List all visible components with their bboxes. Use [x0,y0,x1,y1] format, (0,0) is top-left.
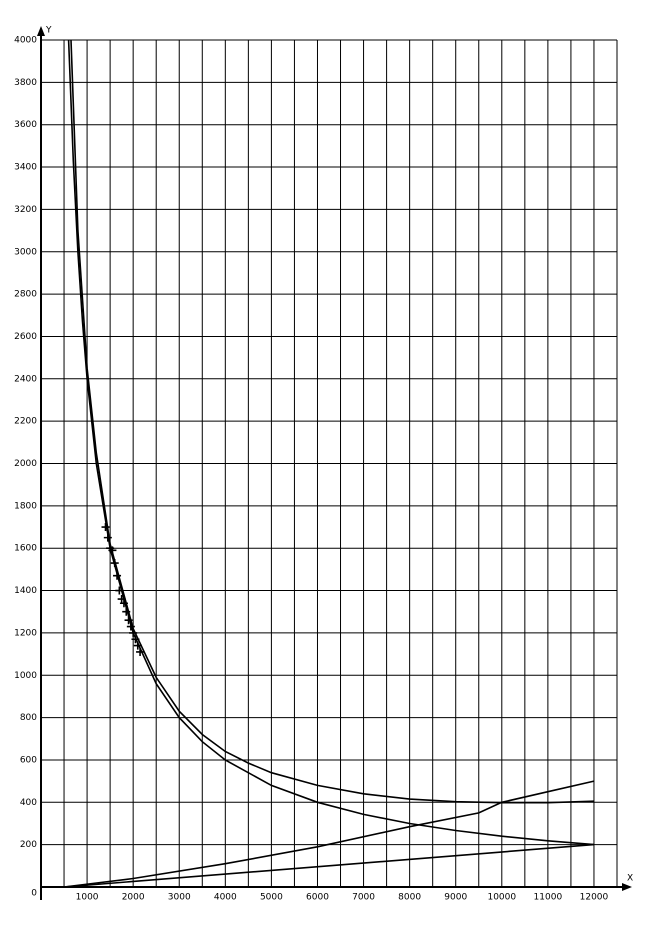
y-tick-label: 2000 [14,459,37,469]
x-tick-label: 3000 [168,893,191,903]
y-axis-arrow [37,26,45,36]
curve [70,39,595,804]
point-marker [126,622,135,631]
x-axis-arrow [622,883,632,891]
y-axis-label: Y [45,26,52,36]
x-tick-label: 4000 [214,893,237,903]
x-tick-label: 2000 [122,893,145,903]
y-tick-label: 3600 [14,120,37,130]
point-marker [117,595,126,604]
point-marker [113,571,122,580]
x-tick-label: 12000 [580,893,609,903]
x-tick-label: 11000 [534,893,563,903]
y-tick-label: 400 [20,798,37,808]
point-marker [124,616,133,625]
y-tick-label: 2600 [14,332,37,342]
y-tick-label: 1200 [14,628,37,638]
point-marker [136,647,145,656]
y-tick-label: 2400 [14,374,37,384]
curve [63,780,595,888]
point-marker [129,628,138,637]
x-tick-label: 6000 [306,893,329,903]
x-tick-label: 10000 [487,893,516,903]
y-tick-label: 0 [31,889,37,899]
y-tick-label: 2200 [14,417,37,427]
y-tick-label: 1000 [14,671,37,681]
x-tick-label: 7000 [352,893,375,903]
point-marker [133,641,142,650]
y-tick-label: 3800 [14,78,37,88]
x-tick-label: 1000 [76,893,99,903]
x-tick-label: 5000 [260,893,283,903]
y-tick-label: 200 [20,840,37,850]
curve [67,39,595,846]
y-tick-label: 600 [20,755,37,765]
y-tick-label: 4000 [14,36,37,46]
y-tick-label: 3200 [14,205,37,215]
y-tick-label: 3400 [14,163,37,173]
point-marker [110,559,119,568]
y-tick-label: 1800 [14,501,37,511]
y-tick-label: 800 [20,713,37,723]
point-marker [122,607,131,616]
y-tick-label: 3000 [14,247,37,257]
point-marker [119,599,128,608]
point-marker [103,533,112,542]
y-tick-label: 1600 [14,544,37,554]
y-tick-label: 1400 [14,586,37,596]
y-tick-label: 2800 [14,290,37,300]
x-tick-label: 8000 [398,893,421,903]
point-marker [101,523,110,532]
point-marker [115,586,124,595]
x-tick-label: 9000 [444,893,467,903]
point-marker [108,546,117,555]
point-marker [131,635,140,644]
x-axis-label: X [627,874,633,884]
curve [63,843,595,888]
